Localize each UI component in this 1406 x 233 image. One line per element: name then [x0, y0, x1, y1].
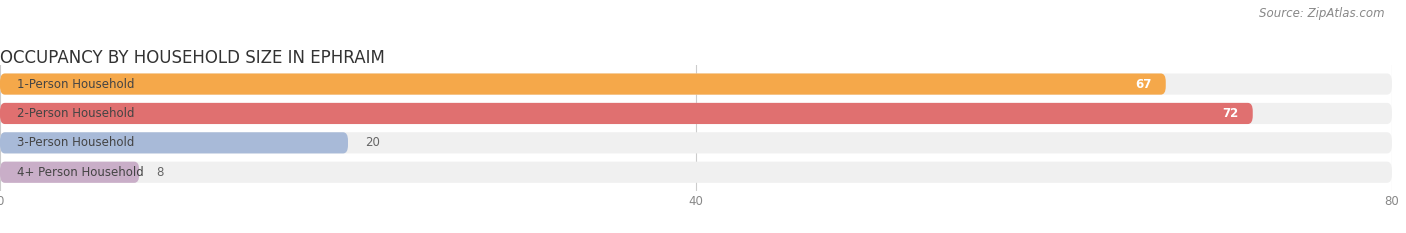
Text: 1-Person Household: 1-Person Household — [17, 78, 135, 91]
Text: 72: 72 — [1223, 107, 1239, 120]
FancyBboxPatch shape — [0, 73, 1392, 95]
Text: Source: ZipAtlas.com: Source: ZipAtlas.com — [1260, 7, 1385, 20]
Text: 2-Person Household: 2-Person Household — [17, 107, 135, 120]
Text: OCCUPANCY BY HOUSEHOLD SIZE IN EPHRAIM: OCCUPANCY BY HOUSEHOLD SIZE IN EPHRAIM — [0, 49, 385, 67]
Text: 4+ Person Household: 4+ Person Household — [17, 166, 145, 179]
FancyBboxPatch shape — [0, 162, 139, 183]
FancyBboxPatch shape — [0, 103, 1392, 124]
Text: 8: 8 — [156, 166, 165, 179]
FancyBboxPatch shape — [0, 132, 349, 154]
FancyBboxPatch shape — [0, 162, 1392, 183]
FancyBboxPatch shape — [0, 103, 1253, 124]
Text: 3-Person Household: 3-Person Household — [17, 136, 135, 149]
Text: 20: 20 — [366, 136, 380, 149]
Text: 67: 67 — [1136, 78, 1152, 91]
FancyBboxPatch shape — [0, 132, 1392, 154]
FancyBboxPatch shape — [0, 73, 1166, 95]
